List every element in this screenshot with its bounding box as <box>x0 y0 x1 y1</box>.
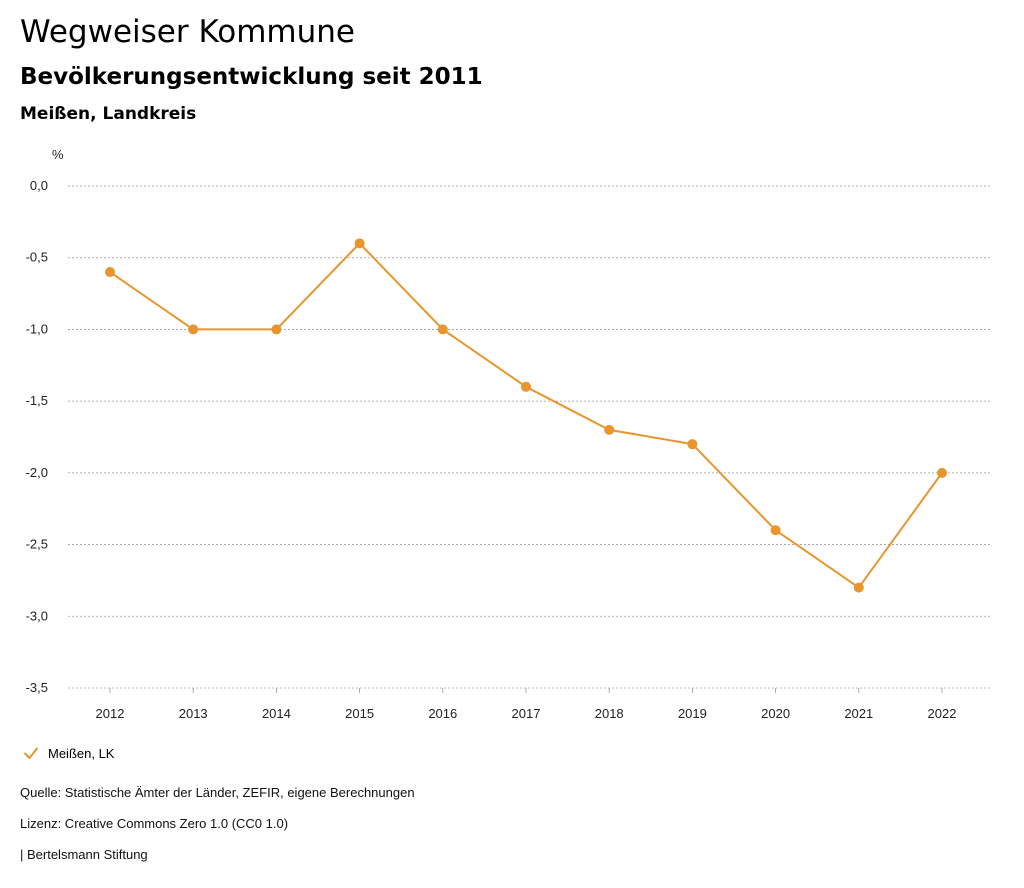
data-point[interactable] <box>687 439 698 450</box>
x-tick-label: 2013 <box>179 706 208 721</box>
data-point[interactable] <box>105 267 115 278</box>
publisher-note: | Bertelsmann Stiftung <box>20 847 148 862</box>
y-tick-label: -1,0 <box>26 321 48 336</box>
x-axis-ticks: 2012 2013 2014 2015 2016 2017 2018 2019 2020 2021… <box>96 688 957 721</box>
y-tick-label: -2,5 <box>26 537 48 552</box>
x-tick-label: 2022 <box>928 706 957 721</box>
y-tick-label: -3,5 <box>26 680 48 695</box>
x-tick-label: 2014 <box>262 706 291 721</box>
data-point[interactable] <box>770 525 781 536</box>
x-tick-label: 2016 <box>428 706 457 721</box>
x-tick-label: 2020 <box>761 706 790 721</box>
data-point[interactable] <box>521 381 531 392</box>
series-line <box>109 242 943 589</box>
x-tick-label: 2015 <box>345 706 374 721</box>
y-tick-label: -2,0 <box>26 465 48 480</box>
y-tick-label: -3,0 <box>26 608 48 623</box>
data-point[interactable] <box>937 467 947 478</box>
gridlines <box>68 185 990 689</box>
license-note: Lizenz: Creative Commons Zero 1.0 (CC0 1… <box>20 816 289 831</box>
data-point[interactable] <box>188 324 199 335</box>
page-title: Wegweiser Kommune <box>20 14 355 50</box>
data-point[interactable] <box>604 424 615 435</box>
legend-label: Meißen, LK <box>48 745 115 761</box>
y-axis-unit-label: % <box>52 147 64 162</box>
y-tick-label: 0,0 <box>30 178 48 193</box>
data-point[interactable] <box>271 324 282 335</box>
region-label: Meißen, Landkreis <box>20 104 197 124</box>
x-tick-label: 2018 <box>595 706 624 721</box>
check-icon <box>24 747 38 759</box>
line-chart: % 0,0-0,5-1,0-1,5-2,0-2,5-3,0-3,5 2012 20… <box>26 147 990 721</box>
y-tick-label: -1,5 <box>26 393 48 408</box>
y-axis-ticks: 0,0 -0,5 -1,0 -1,5 -2,0 -2,5 -3,0 -3,5 <box>26 178 48 695</box>
data-point[interactable] <box>354 238 365 249</box>
x-tick-label: 2017 <box>512 706 541 721</box>
x-tick-label: 2019 <box>678 706 707 721</box>
legend[interactable]: Meißen, LK <box>22 744 114 762</box>
source-note: Quelle: Statistische Ämter der Länder, Z… <box>20 785 415 800</box>
series-layer <box>105 238 947 593</box>
chart-subtitle: Bevölkerungsentwicklung seit 2011 <box>20 64 483 90</box>
y-tick-label: -0,5 <box>26 250 48 265</box>
x-tick-label: 2021 <box>844 706 873 721</box>
x-tick-label: 2012 <box>96 706 125 721</box>
data-point[interactable] <box>853 582 864 593</box>
data-point[interactable] <box>437 324 448 335</box>
